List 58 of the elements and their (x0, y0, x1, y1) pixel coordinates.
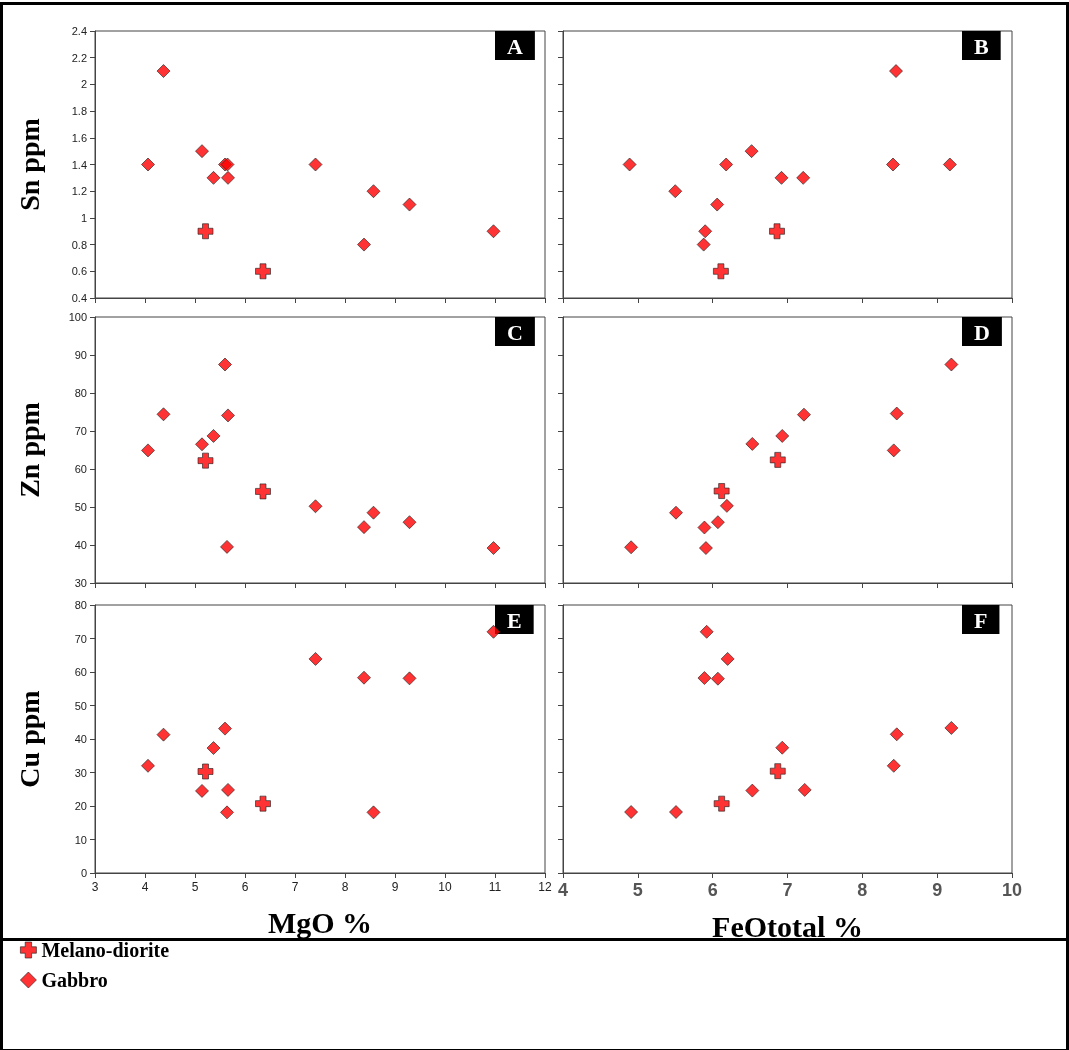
y-axis-title: Sn ppm (13, 118, 45, 211)
annotation: F (974, 607, 988, 633)
legend-label: Gabbro (41, 969, 108, 991)
y-tick-label: 70 (74, 632, 87, 645)
x-tick-label: 3 (91, 880, 99, 894)
x-tick-label: 6 (707, 880, 718, 900)
annotation: C (507, 319, 523, 345)
y-tick-label: 2 (80, 78, 87, 91)
y-tick-label: 20 (74, 800, 87, 812)
annotation: D (974, 319, 990, 345)
y-tick-label: 0.6 (71, 265, 87, 278)
y-tick-label: 60 (74, 666, 87, 678)
annotation: B (974, 33, 989, 59)
y-tick-label: 80 (74, 387, 87, 399)
x-tick-label: 10 (438, 880, 452, 894)
x-tick-label: 9 (932, 880, 943, 900)
y-tick-label: 1.6 (71, 131, 87, 144)
x-tick-label: 10 (1001, 880, 1023, 900)
y-tick-label: 30 (74, 577, 87, 589)
y-axis-title: Zn ppm (13, 402, 45, 498)
y-tick-label: 100 (68, 311, 87, 323)
x-tick-label: 8 (857, 880, 868, 900)
x-tick-label: 5 (632, 880, 643, 900)
y-tick-label: 1.8 (71, 105, 87, 118)
y-tick-label: 50 (74, 699, 87, 712)
annotation: A (507, 33, 523, 59)
x-tick-label: 12 (538, 880, 552, 894)
y-tick-label: 2.4 (71, 25, 87, 37)
y-tick-label: 2.2 (71, 51, 87, 64)
y-tick-label: 10 (74, 833, 87, 846)
x-tick-label: 4 (141, 880, 149, 894)
y-tick-label: 90 (74, 349, 87, 361)
y-tick-label: 0.4 (71, 292, 87, 304)
x-tick-label: 11 (488, 880, 502, 894)
y-tick-label: 60 (74, 463, 87, 475)
x-tick-label: 4 (557, 880, 569, 900)
x-tick-label: 5 (191, 880, 199, 894)
y-tick-label: 40 (74, 539, 87, 551)
y-tick-label: 1.4 (71, 158, 87, 171)
y-tick-label: 0 (80, 867, 87, 879)
x-tick-label: 9 (391, 880, 399, 894)
y-tick-label: 70 (74, 425, 87, 437)
legend-label: Melano-diorite (41, 939, 170, 961)
y-axis-title: Cu ppm (13, 690, 45, 788)
x-tick-label: 7 (291, 880, 299, 894)
y-tick-label: 30 (74, 766, 87, 779)
y-tick-label: 1.2 (71, 185, 87, 198)
y-tick-label: 80 (74, 599, 87, 611)
x-tick-label: 8 (341, 880, 349, 894)
y-tick-label: 1 (80, 211, 87, 224)
y-tick-label: 0.8 (71, 238, 87, 251)
x-axis-title: MgO % (267, 905, 373, 939)
y-tick-label: 50 (74, 501, 87, 513)
x-axis-title: FeOtotal % (712, 909, 863, 943)
x-tick-label: 7 (782, 880, 793, 900)
x-tick-label: 6 (241, 880, 249, 894)
annotation: E (507, 607, 522, 633)
y-tick-label: 40 (74, 733, 87, 745)
